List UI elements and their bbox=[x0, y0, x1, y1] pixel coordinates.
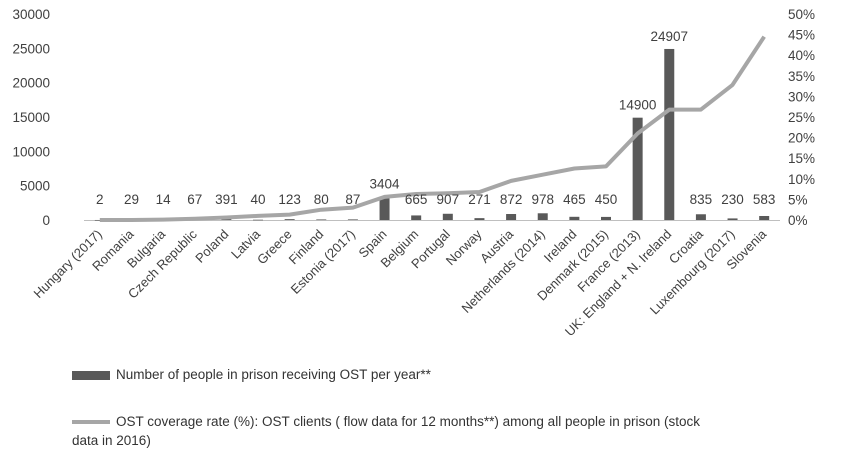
legend-line-label-2: data in 2016) bbox=[72, 433, 151, 448]
bar bbox=[601, 216, 611, 220]
right-tick-label: 50% bbox=[788, 7, 815, 22]
data-label: 29 bbox=[124, 192, 139, 207]
bar bbox=[632, 117, 643, 220]
left-tick-label: 5000 bbox=[20, 179, 50, 194]
right-tick-label: 45% bbox=[788, 28, 815, 43]
legend-bar-swatch bbox=[72, 371, 110, 380]
legend-line-swatch bbox=[72, 420, 110, 424]
left-tick-label: 10000 bbox=[12, 144, 50, 159]
legend-item-line: OST coverage rate (%): OST clients ( flo… bbox=[72, 412, 832, 452]
category-label: Poland bbox=[192, 227, 231, 266]
data-label: 40 bbox=[250, 192, 265, 207]
right-tick-label: 10% bbox=[788, 172, 815, 187]
bar bbox=[506, 214, 517, 220]
bar bbox=[347, 219, 358, 221]
legend: Number of people in prison receiving OST… bbox=[72, 365, 832, 450]
data-label: 465 bbox=[563, 192, 586, 207]
category-label: Greece bbox=[254, 227, 295, 268]
bar bbox=[316, 219, 327, 221]
data-label: 583 bbox=[753, 192, 776, 207]
data-label: 80 bbox=[314, 192, 329, 207]
bar bbox=[442, 213, 453, 220]
right-tick-label: 40% bbox=[788, 48, 815, 63]
data-label: 3404 bbox=[370, 177, 401, 192]
right-tick-label: 30% bbox=[788, 89, 815, 104]
bar bbox=[411, 215, 422, 220]
bar bbox=[569, 216, 580, 220]
right-tick-label: 25% bbox=[788, 110, 815, 125]
right-tick-label: 5% bbox=[788, 192, 808, 207]
data-label: 872 bbox=[500, 192, 523, 207]
left-tick-label: 20000 bbox=[12, 76, 50, 91]
data-label: 2 bbox=[96, 192, 104, 207]
data-label: 123 bbox=[278, 192, 301, 207]
bar bbox=[284, 219, 295, 220]
left-tick-label: 15000 bbox=[12, 110, 50, 125]
data-label: 87 bbox=[345, 192, 360, 207]
left-tick-label: 0 bbox=[42, 213, 50, 228]
data-label: 14900 bbox=[619, 98, 657, 113]
data-label: 24907 bbox=[650, 29, 688, 44]
category-label: Norway bbox=[443, 226, 485, 268]
data-label: 14 bbox=[156, 192, 172, 207]
bar bbox=[759, 215, 770, 220]
bar bbox=[253, 219, 263, 221]
coverage-line bbox=[99, 35, 766, 222]
left-tick-label: 25000 bbox=[12, 41, 50, 56]
bar bbox=[474, 218, 485, 220]
data-label: 907 bbox=[437, 192, 460, 207]
right-tick-label: 35% bbox=[788, 69, 815, 84]
data-label: 835 bbox=[690, 192, 713, 207]
bar-series bbox=[94, 48, 770, 221]
left-tick-label: 30000 bbox=[12, 7, 50, 22]
data-label: 67 bbox=[187, 192, 202, 207]
data-label: 665 bbox=[405, 192, 428, 207]
data-label: 391 bbox=[215, 192, 238, 207]
bar bbox=[537, 213, 548, 220]
bar bbox=[664, 48, 675, 221]
right-axis-ticks: 0% 5% 10% 15% 20% 25% 30% 35% 40% 45% 50% bbox=[788, 7, 815, 228]
right-tick-label: 15% bbox=[788, 151, 815, 166]
right-tick-label: 0% bbox=[788, 213, 808, 228]
legend-item-bar: Number of people in prison receiving OST… bbox=[72, 365, 832, 385]
data-labels: 2 29 14 67 391 40 123 80 87 3404 665 907 271 872 978 46… bbox=[96, 29, 775, 207]
legend-bar-label: Number of people in prison receiving OST… bbox=[116, 367, 431, 382]
bar bbox=[695, 214, 706, 220]
data-label: 271 bbox=[468, 192, 491, 207]
bar bbox=[727, 218, 738, 220]
data-label: 230 bbox=[721, 192, 744, 207]
data-label: 450 bbox=[595, 192, 618, 207]
data-label: 978 bbox=[531, 192, 554, 207]
left-axis-ticks: 0 5000 10000 15000 20000 25000 30000 bbox=[12, 7, 50, 228]
chart: 0 5000 10000 15000 20000 25000 30000 0% 5% 10% 15… bbox=[12, 7, 815, 339]
bar bbox=[379, 196, 390, 220]
right-tick-label: 20% bbox=[788, 131, 815, 146]
legend-line-label-1: OST coverage rate (%): OST clients ( flo… bbox=[116, 414, 701, 429]
